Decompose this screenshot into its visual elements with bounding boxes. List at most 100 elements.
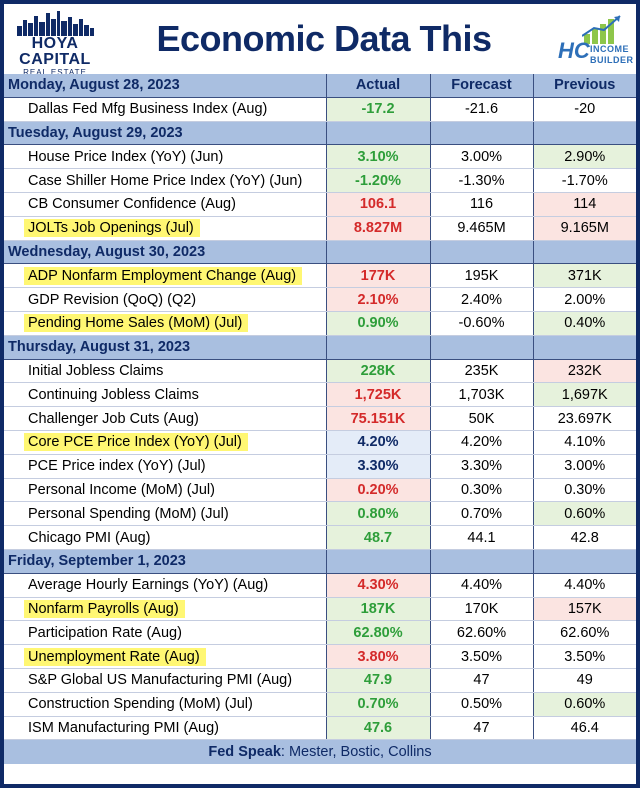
forecast-value: 9.465M bbox=[430, 216, 534, 241]
previous-value: 371K bbox=[533, 263, 636, 289]
day-header-row: Wednesday, August 30, 2023 bbox=[4, 240, 636, 265]
indicator-name-cell: PCE Price index (YoY) (Jul) bbox=[4, 454, 327, 479]
indicator-name: Chicago PMI (Aug) bbox=[28, 529, 151, 546]
day-header-row: Friday, September 1, 2023 bbox=[4, 549, 636, 574]
column-header-actual: Actual bbox=[326, 74, 431, 98]
indicator-name: PCE Price index (YoY) (Jul) bbox=[28, 458, 206, 475]
column-header-actual bbox=[326, 121, 431, 146]
indicator-name-cell: Challenger Job Cuts (Aug) bbox=[4, 406, 327, 431]
indicator-name-cell: S&P Global US Manufacturing PMI (Aug) bbox=[4, 668, 327, 693]
header: HOYA CAPITAL REAL ESTATE Economic Data T… bbox=[4, 4, 636, 113]
growth-chart-icon bbox=[582, 15, 621, 44]
actual-value: 0.70% bbox=[326, 692, 431, 717]
indicator-name: CB Consumer Confidence (Aug) bbox=[28, 196, 236, 213]
previous-value: -20 bbox=[533, 97, 636, 122]
day-label: Thursday, August 31, 2023 bbox=[4, 335, 327, 360]
forecast-value: 4.20% bbox=[430, 430, 534, 455]
forecast-value: 195K bbox=[430, 263, 534, 289]
indicator-name: Construction Spending (MoM) (Jul) bbox=[28, 696, 253, 713]
indicator-name-cell: Personal Spending (MoM) (Jul) bbox=[4, 501, 327, 527]
logo-builder: BUILDER bbox=[590, 55, 634, 65]
forecast-value: 170K bbox=[430, 597, 534, 622]
actual-value: 0.90% bbox=[326, 311, 431, 336]
forecast-value: 116 bbox=[430, 192, 534, 217]
indicator-row: ISM Manufacturing PMI (Aug) 47.6 47 46.4 bbox=[4, 716, 636, 741]
indicator-name: S&P Global US Manufacturing PMI (Aug) bbox=[28, 672, 293, 689]
previous-value: 46.4 bbox=[533, 716, 636, 741]
indicator-row: Core PCE Price Index (YoY) (Jul) 4.20% 4.2… bbox=[4, 430, 636, 455]
forecast-value: -1.30% bbox=[430, 168, 534, 193]
indicator-name-cell: Chicago PMI (Aug) bbox=[4, 525, 327, 550]
indicator-row: Personal Spending (MoM) (Jul) 0.80% 0.70% 0… bbox=[4, 501, 636, 527]
logo-income: INCOME bbox=[590, 44, 629, 54]
indicator-name: Challenger Job Cuts (Aug) bbox=[28, 410, 199, 427]
skyline-icon bbox=[17, 11, 94, 36]
indicator-name-highlighted: Pending Home Sales (MoM) (Jul) bbox=[24, 314, 249, 333]
logo-subtitle: REAL ESTATE bbox=[23, 68, 87, 77]
indicator-name-cell: Average Hourly Earnings (YoY) (Aug) bbox=[4, 573, 327, 598]
indicator-name-cell: JOLTs Job Openings (Jul) bbox=[4, 216, 327, 241]
indicator-row: Nonfarm Payrolls (Aug) 187K 170K 157K bbox=[4, 597, 636, 622]
indicator-row: PCE Price index (YoY) (Jul) 3.30% 3.30% 3.0… bbox=[4, 454, 636, 479]
actual-value: 3.10% bbox=[326, 144, 431, 170]
forecast-value: 44.1 bbox=[430, 525, 534, 550]
indicator-name-cell: GDP Revision (QoQ) (Q2) bbox=[4, 287, 327, 312]
indicator-row: Personal Income (MoM) (Jul) 0.20% 0.30% 0.3… bbox=[4, 478, 636, 503]
indicator-row: S&P Global US Manufacturing PMI (Aug) 47.… bbox=[4, 668, 636, 693]
forecast-value: 4.40% bbox=[430, 573, 534, 598]
hoya-capital-logo: HOYA CAPITAL REAL ESTATE bbox=[12, 10, 98, 77]
previous-value: 0.60% bbox=[533, 692, 636, 717]
economic-data-table: Monday, August 28, 2023 Actual Forecast Pre… bbox=[4, 74, 636, 765]
indicator-name: Dallas Fed Mfg Business Index (Aug) bbox=[28, 101, 268, 118]
indicator-name-cell: ISM Manufacturing PMI (Aug) bbox=[4, 716, 327, 741]
indicator-name-cell: Unemployment Rate (Aug) bbox=[4, 644, 327, 669]
fed-speak-row: Fed Speak: Mester, Bostic, Collins bbox=[4, 739, 636, 765]
indicator-name-cell: ADP Nonfarm Employment Change (Aug) bbox=[4, 263, 327, 289]
indicator-row: Initial Jobless Claims 228K 235K 232K bbox=[4, 359, 636, 384]
indicator-name: ISM Manufacturing PMI (Aug) bbox=[28, 719, 219, 736]
actual-value: 1,725K bbox=[326, 382, 431, 408]
indicator-name-cell: Nonfarm Payrolls (Aug) bbox=[4, 597, 327, 622]
forecast-value: 47 bbox=[430, 716, 534, 741]
indicator-name: Continuing Jobless Claims bbox=[28, 386, 199, 403]
column-header-actual bbox=[326, 240, 431, 265]
indicator-name: GDP Revision (QoQ) (Q2) bbox=[28, 291, 197, 308]
previous-value: 0.40% bbox=[533, 311, 636, 336]
previous-value: 0.60% bbox=[533, 501, 636, 527]
indicator-row: ADP Nonfarm Employment Change (Aug) 177K 1… bbox=[4, 263, 636, 289]
previous-value: 157K bbox=[533, 597, 636, 622]
previous-value: 62.60% bbox=[533, 620, 636, 646]
column-header-actual bbox=[326, 335, 431, 360]
indicator-name: Initial Jobless Claims bbox=[28, 362, 164, 379]
forecast-value: 0.50% bbox=[430, 692, 534, 717]
actual-value: 8.827M bbox=[326, 216, 431, 241]
indicator-row: Case Shiller Home Price Index (YoY) (Jun… bbox=[4, 168, 636, 193]
indicator-name: Average Hourly Earnings (YoY) (Aug) bbox=[28, 577, 269, 594]
actual-value: 177K bbox=[326, 263, 431, 289]
actual-value: 48.7 bbox=[326, 525, 431, 550]
indicator-name: Case Shiller Home Price Index (YoY) (Jun… bbox=[28, 172, 303, 189]
column-header-forecast: Forecast bbox=[430, 74, 534, 98]
indicator-row: Dallas Fed Mfg Business Index (Aug) -17.2… bbox=[4, 97, 636, 122]
previous-value: 3.00% bbox=[533, 454, 636, 479]
forecast-value: 3.50% bbox=[430, 644, 534, 669]
day-label: Tuesday, August 29, 2023 bbox=[4, 121, 327, 146]
forecast-value: 2.40% bbox=[430, 287, 534, 312]
page-title: Economic Data This Week bbox=[156, 18, 492, 113]
actual-value: 47.9 bbox=[326, 668, 431, 693]
column-header-forecast bbox=[430, 335, 534, 360]
indicator-row: Average Hourly Earnings (YoY) (Aug) 4.30%… bbox=[4, 573, 636, 598]
indicator-name: House Price Index (YoY) (Jun) bbox=[28, 148, 224, 165]
column-header-previous: Previous bbox=[533, 74, 636, 98]
forecast-value: -0.60% bbox=[430, 311, 534, 336]
column-header-forecast bbox=[430, 121, 534, 146]
forecast-value: 1,703K bbox=[430, 382, 534, 408]
actual-value: 0.20% bbox=[326, 478, 431, 503]
actual-value: 228K bbox=[326, 359, 431, 384]
day-label: Friday, September 1, 2023 bbox=[4, 549, 327, 574]
indicator-name-highlighted: Core PCE Price Index (YoY) (Jul) bbox=[24, 433, 248, 452]
forecast-value: 0.30% bbox=[430, 478, 534, 503]
actual-value: 4.20% bbox=[326, 430, 431, 455]
column-header-forecast bbox=[430, 549, 534, 574]
